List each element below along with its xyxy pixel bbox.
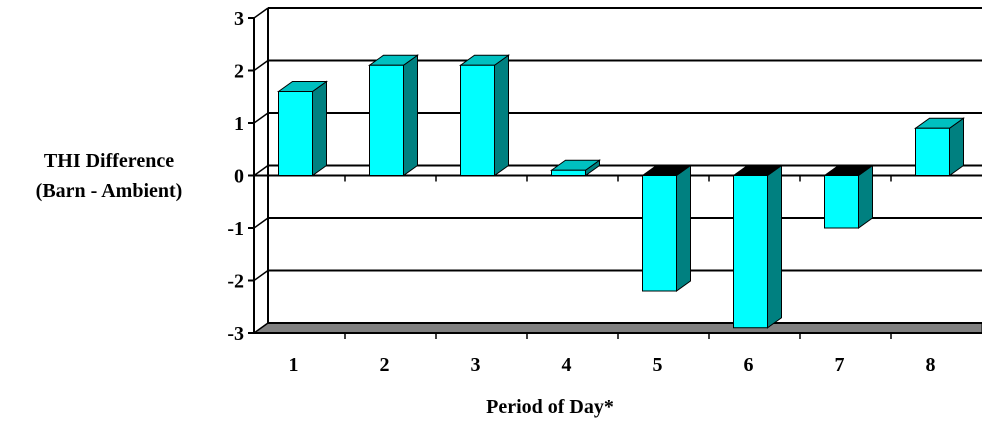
bar [549,159,602,177]
bar-side-face [403,54,418,177]
bar-front-face [824,175,859,229]
side-wall-line [253,7,269,19]
bar-front-face [460,64,495,176]
tick-labels: 3 2 1 0 -1 -2 -3 1 2 3 4 5 6 7 8 [227,8,935,376]
y-tick-label: -2 [227,271,244,293]
y-axis-title: THI Difference (Barn - Ambient) [4,146,214,206]
floor-plane [252,322,982,334]
bar-side-face [494,54,509,177]
x-tick-label: 4 [562,354,572,376]
y-tick-label: 0 [234,166,244,188]
bar-front-face [278,91,313,176]
y-tick-label: -3 [227,323,244,345]
bar [731,164,784,329]
chart-floor [252,322,982,334]
bar [640,164,693,292]
bar-side-face [676,164,691,292]
x-tick-label: 6 [744,354,754,376]
side-wall-line [253,322,269,334]
bar-front-face [915,127,950,176]
side-wall-line [253,112,269,124]
x-tick-label: 1 [289,354,299,376]
bar-side-face [312,80,327,177]
y-tick-label: -1 [227,218,244,240]
bar [367,54,420,177]
x-axis-title: Period of Day* [486,396,614,418]
y-axis-title-line-2: (Barn - Ambient) [35,180,183,202]
x-tick-label: 3 [471,354,481,376]
x-tick-label: 5 [653,354,663,376]
bar-front-face [551,169,586,176]
x-tick-label: 7 [835,354,845,376]
bar-front-face [733,175,768,329]
bar-side-face [767,164,782,329]
side-wall-line [253,269,269,282]
side-wall-line [253,59,269,72]
y-axis-title-line-1: THI Difference [43,150,175,172]
bar-side-face [858,164,873,229]
bar [276,80,329,177]
bar-front-face [642,175,677,292]
y-tick-label: 2 [234,61,244,83]
y-tick-label: 3 [234,8,244,30]
y-tick-label: 1 [234,113,244,135]
x-tick-label: 2 [380,354,390,376]
bar-front-face [369,64,404,176]
side-wall-line [253,164,269,177]
side-wall-line [253,217,269,229]
bar [458,54,511,177]
x-tick-label: 8 [926,354,936,376]
bar [822,164,875,229]
bars [276,54,966,329]
bar [913,117,966,177]
